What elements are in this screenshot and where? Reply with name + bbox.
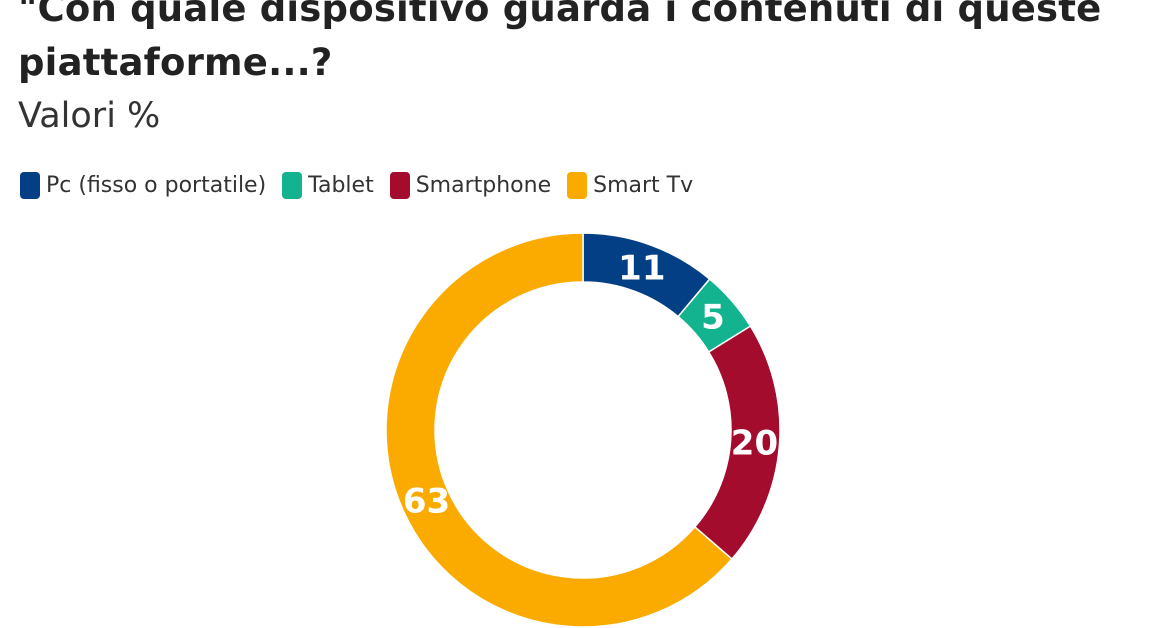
legend-label-smart-tv: Smart Tv bbox=[593, 173, 694, 198]
legend-label-pc: Pc (fisso o portatile) bbox=[46, 173, 267, 198]
legend-swatch-pc bbox=[20, 172, 40, 199]
data-label-smartphone: 20 bbox=[731, 424, 778, 464]
chart-subtitle: Valori % bbox=[18, 96, 161, 136]
legend-swatch-smartphone bbox=[389, 172, 410, 199]
data-label-tablet: 5 bbox=[701, 297, 725, 337]
legend-label-tablet: Tablet bbox=[308, 173, 374, 198]
donut-data-labels: 11 5 20 63 bbox=[403, 248, 778, 521]
data-label-pc: 11 bbox=[618, 248, 665, 288]
legend-item-pc[interactable]: Pc (fisso o portatile) bbox=[20, 172, 266, 199]
legend: Pc (fisso o portatile) Tablet Smartphone… bbox=[20, 172, 693, 199]
legend-swatch-smart-tv bbox=[567, 172, 588, 199]
donut-slices bbox=[385, 232, 781, 628]
legend-label-smartphone: Smartphone bbox=[415, 173, 552, 198]
legend-item-tablet[interactable]: Tablet bbox=[282, 172, 374, 199]
chart-title: "Con quale dispositivo guarda i contenut… bbox=[18, 0, 1102, 84]
data-label-smart-tv: 63 bbox=[403, 481, 450, 521]
slice-smart-tv[interactable] bbox=[385, 232, 733, 628]
legend-item-smartphone[interactable]: Smartphone bbox=[389, 172, 552, 199]
legend-item-smart-tv[interactable]: Smart Tv bbox=[567, 172, 693, 199]
legend-swatch-tablet bbox=[282, 172, 303, 199]
